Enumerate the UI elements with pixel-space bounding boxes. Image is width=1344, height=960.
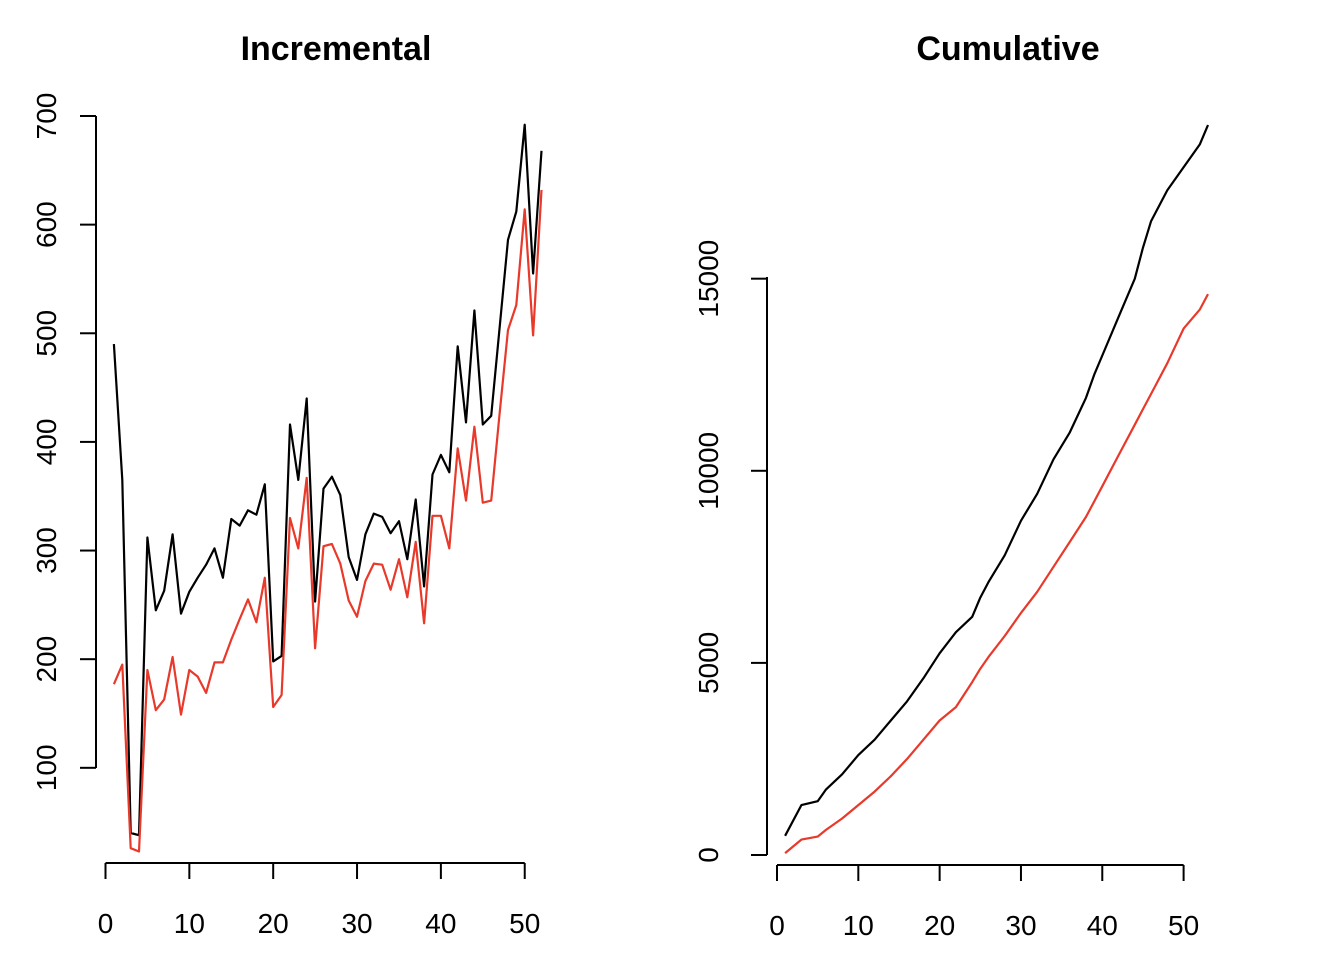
chart-title: Incremental (241, 30, 432, 68)
y-tick-label: 600 (31, 201, 62, 248)
y-tick-label: 10000 (693, 432, 724, 510)
y-tick-label: 200 (31, 636, 62, 683)
x-tick-label: 0 (769, 910, 785, 941)
x-tick-label: 10 (843, 910, 874, 941)
y-tick-label: 400 (31, 419, 62, 466)
series-line-2 (112, 189, 543, 853)
x-tick-label: 20 (924, 910, 955, 941)
y-tick-label: 100 (31, 744, 62, 791)
y-tick-label: 500 (31, 310, 62, 357)
x-tick-label: 40 (425, 908, 456, 939)
x-tick-label: 20 (258, 908, 289, 939)
x-tick-label: 30 (1005, 910, 1036, 941)
x-tick-label: 50 (1168, 910, 1199, 941)
y-tick-label: 5000 (693, 632, 724, 694)
chart-title: Cumulative (916, 30, 1099, 68)
x-tick-label: 40 (1087, 910, 1118, 941)
y-tick-label: 300 (31, 527, 62, 574)
x-tick-label: 50 (509, 908, 540, 939)
y-tick-label: 15000 (693, 240, 724, 318)
series-line-2 (784, 293, 1209, 854)
y-tick-label: 700 (31, 93, 62, 140)
x-tick-label: 10 (174, 908, 205, 939)
series-line-1 (784, 124, 1210, 837)
x-tick-label: 30 (341, 908, 372, 939)
series-line-1 (112, 123, 543, 837)
y-tick-label: 0 (693, 847, 724, 863)
x-tick-label: 0 (98, 908, 114, 939)
